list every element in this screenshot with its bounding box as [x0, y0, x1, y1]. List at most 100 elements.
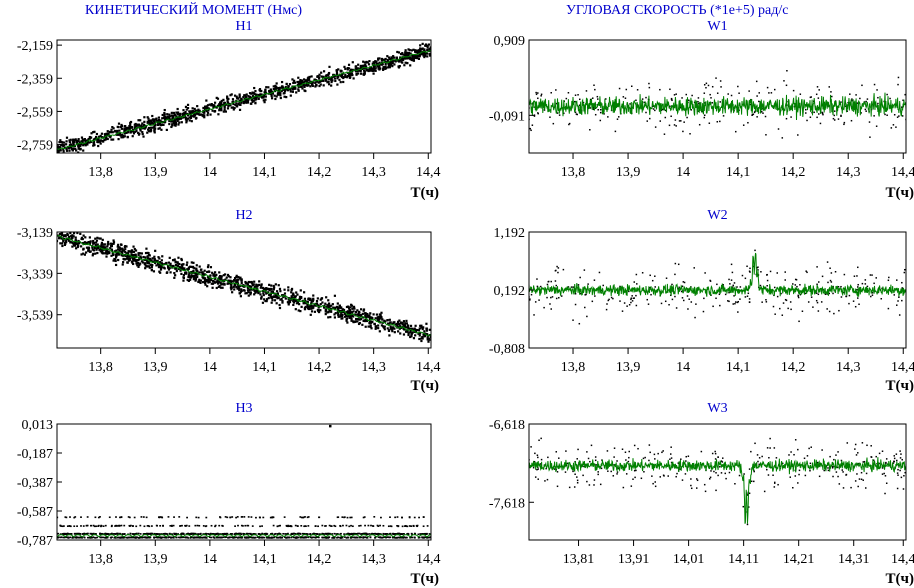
x-tick-label: 13,8 [561, 165, 586, 180]
x-tick-label: 13,8 [88, 360, 113, 375]
x-tick-label: 13,91 [618, 552, 650, 567]
x-tick-label: 13,8 [88, 552, 113, 567]
x-tick-label: 14,21 [783, 552, 815, 567]
chart-h2: H2 -3,139 -3,339 -3,539 13,8 13,9 14 14,1 14,2 14… [17, 208, 441, 394]
chart-title: W2 [707, 208, 727, 223]
chart-title: H1 [235, 19, 252, 34]
x-tick-label: 13,81 [563, 552, 595, 567]
x-tick-label: 14,1 [726, 360, 751, 375]
chart-w3: W3 -6,618 -7,618 13,81 13,91 14,01 14,11 14,21 1… [489, 401, 914, 587]
x-tick-label: 14,2 [307, 552, 332, 567]
x-tick-label: 13,9 [143, 360, 168, 375]
y-tick-label: -0,387 [17, 476, 53, 491]
x-tick-label: 14,4 [416, 165, 441, 180]
plot-frame [56, 39, 432, 154]
scatter-points [57, 424, 431, 539]
x-axis-label: T(ч) [886, 571, 914, 587]
scatter-points [57, 232, 431, 343]
x-axis-label: T(ч) [886, 185, 914, 201]
x-tick-label: 14,4 [891, 360, 914, 375]
right-header: УГЛОВАЯ СКОРОСТЬ (*1e+5) рад/с [566, 3, 788, 18]
plot-data [57, 424, 431, 539]
y-tick-label: -0,808 [489, 342, 525, 357]
y-tick-label: -7,618 [489, 496, 525, 511]
scatter-points [529, 437, 906, 526]
x-tick-label: 14 [676, 165, 690, 180]
plot-data [529, 249, 906, 325]
chart-title: W3 [707, 401, 727, 416]
chart-title: W1 [707, 19, 727, 34]
chart-w2: W2 1,192 0,192 -0,808 13,8 13,9 14 14,1 14,2 14,3… [489, 208, 914, 394]
x-tick-label: 14 [203, 165, 217, 180]
x-tick-label: 14 [203, 360, 217, 375]
x-tick-label: 14,3 [361, 165, 386, 180]
y-tick-label: -3,539 [17, 309, 53, 324]
x-tick-label: 14,1 [252, 165, 277, 180]
x-tick-label: 14,2 [781, 360, 806, 375]
x-tick-label: 14,4 [891, 165, 914, 180]
series-line [57, 534, 431, 538]
y-tick-label: -3,339 [17, 267, 53, 282]
y-tick-label: 0,192 [494, 284, 526, 299]
plot-data [529, 69, 906, 139]
x-tick-label: 14,4 [416, 360, 441, 375]
plot-frame [528, 423, 907, 541]
y-tick-label: -0,091 [489, 109, 525, 124]
x-tick-label: 13,8 [88, 165, 113, 180]
x-tick-label: 13,8 [561, 360, 586, 375]
y-tick-label: -3,139 [17, 226, 53, 241]
left-header: КИНЕТИЧЕСКИЙ МОМЕНТ (Нмс) [85, 1, 302, 18]
plot-frame [56, 423, 432, 541]
x-axis-label: T(ч) [411, 571, 439, 587]
x-tick-label: 14,2 [307, 360, 332, 375]
x-tick-label: 14,3 [836, 360, 861, 375]
x-tick-label: 14,01 [673, 552, 705, 567]
x-tick-label: 14,1 [252, 552, 277, 567]
series-line [57, 49, 431, 151]
y-tick-label: -6,618 [489, 418, 525, 433]
chart-w1: W1 0,909 -0,091 13,8 13,9 14 14,1 14,2 14,3 14,4 T… [489, 19, 914, 201]
x-tick-label: 14,1 [726, 165, 751, 180]
x-tick-label: 13,9 [143, 165, 168, 180]
x-tick-label: 13,9 [616, 165, 641, 180]
y-tick-label: 0,909 [494, 34, 526, 49]
x-axis-label: T(ч) [411, 185, 439, 201]
x-axis-label: T(ч) [886, 378, 914, 394]
chart-h1: H1 -2,159 -2,359 -2,559 -2,759 13,8 13,9 14 14,1… [17, 19, 441, 201]
x-tick-label: 14,3 [836, 165, 861, 180]
chart-title: H3 [235, 401, 252, 416]
y-tick-label: -2,559 [17, 105, 53, 120]
x-tick-label: 14,11 [728, 552, 759, 567]
y-tick-label: -2,759 [17, 139, 53, 154]
series-line [529, 252, 906, 298]
series-line [57, 234, 431, 337]
plot-data [57, 232, 431, 343]
chart-h3: H3 0,013 -0,187 -0,387 -0,587 -0,787 13,8 13,9 1… [17, 401, 441, 587]
x-tick-label: 14,4 [416, 552, 441, 567]
y-tick-label: -0,187 [17, 447, 53, 462]
y-tick-label: -0,587 [17, 505, 53, 520]
scatter-points [57, 42, 431, 153]
y-tick-label: -2,159 [17, 39, 53, 54]
x-tick-label: 14,2 [307, 165, 332, 180]
y-tick-label: 0,013 [22, 418, 54, 433]
x-tick-label: 13,9 [143, 552, 168, 567]
plot-frame [528, 39, 907, 154]
y-tick-label: -0,787 [17, 534, 53, 549]
x-tick-label: 14,31 [838, 552, 870, 567]
x-tick-label: 14,1 [252, 360, 277, 375]
x-tick-label: 13,9 [616, 360, 641, 375]
x-tick-label: 14,3 [361, 360, 386, 375]
series-line [529, 457, 906, 524]
plot-data [529, 437, 906, 526]
series-line [529, 92, 906, 121]
plot-frame [56, 231, 432, 349]
x-tick-label: 14,2 [781, 165, 806, 180]
y-tick-label: -2,359 [17, 72, 53, 87]
plot-data [57, 42, 431, 153]
y-tick-label: 1,192 [494, 226, 526, 241]
x-tick-label: 14,4 [891, 552, 914, 567]
x-tick-label: 14,3 [361, 552, 386, 567]
x-tick-label: 14 [676, 360, 690, 375]
